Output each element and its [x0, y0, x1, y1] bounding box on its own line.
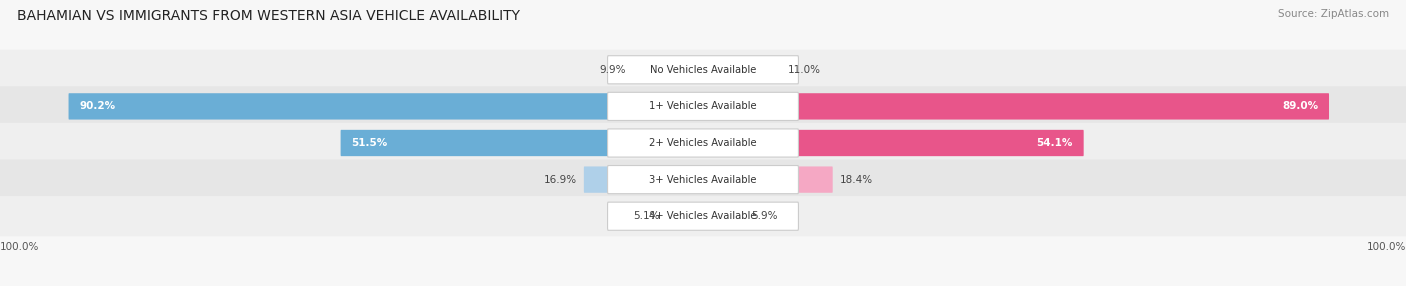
Text: 2+ Vehicles Available: 2+ Vehicles Available: [650, 138, 756, 148]
FancyBboxPatch shape: [797, 166, 832, 193]
Text: 11.0%: 11.0%: [787, 65, 820, 75]
Text: 100.0%: 100.0%: [1367, 242, 1406, 252]
Text: 9.9%: 9.9%: [600, 65, 627, 75]
Text: 4+ Vehicles Available: 4+ Vehicles Available: [650, 211, 756, 221]
Text: No Vehicles Available: No Vehicles Available: [650, 65, 756, 75]
Text: BAHAMIAN VS IMMIGRANTS FROM WESTERN ASIA VEHICLE AVAILABILITY: BAHAMIAN VS IMMIGRANTS FROM WESTERN ASIA…: [17, 9, 520, 23]
FancyBboxPatch shape: [69, 93, 609, 120]
Text: 89.0%: 89.0%: [1282, 102, 1319, 111]
Text: 5.9%: 5.9%: [752, 211, 778, 221]
Text: Source: ZipAtlas.com: Source: ZipAtlas.com: [1278, 9, 1389, 19]
Text: 1+ Vehicles Available: 1+ Vehicles Available: [650, 102, 756, 111]
Text: 18.4%: 18.4%: [839, 175, 873, 184]
FancyBboxPatch shape: [607, 166, 799, 194]
FancyBboxPatch shape: [797, 130, 1084, 156]
Text: 16.9%: 16.9%: [544, 175, 578, 184]
Text: 3+ Vehicles Available: 3+ Vehicles Available: [650, 175, 756, 184]
Text: 54.1%: 54.1%: [1036, 138, 1073, 148]
FancyBboxPatch shape: [607, 129, 799, 157]
FancyBboxPatch shape: [607, 92, 799, 120]
Text: 100.0%: 100.0%: [0, 242, 39, 252]
FancyBboxPatch shape: [797, 93, 1329, 120]
FancyBboxPatch shape: [583, 166, 609, 193]
Text: 90.2%: 90.2%: [79, 102, 115, 111]
Text: 51.5%: 51.5%: [352, 138, 388, 148]
FancyBboxPatch shape: [0, 160, 1406, 200]
FancyBboxPatch shape: [607, 56, 799, 84]
FancyBboxPatch shape: [0, 196, 1406, 236]
FancyBboxPatch shape: [607, 202, 799, 230]
FancyBboxPatch shape: [0, 86, 1406, 126]
Text: 5.1%: 5.1%: [634, 211, 661, 221]
FancyBboxPatch shape: [0, 50, 1406, 90]
FancyBboxPatch shape: [0, 123, 1406, 163]
FancyBboxPatch shape: [340, 130, 609, 156]
